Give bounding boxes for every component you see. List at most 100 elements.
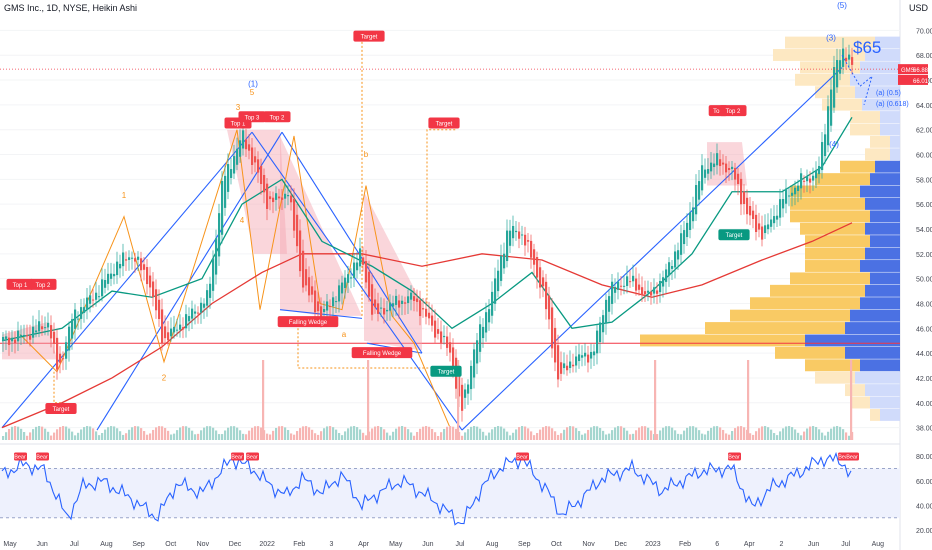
candle-body: [806, 175, 809, 182]
top-3-callout: [238, 111, 266, 123]
candle-body: [833, 67, 836, 108]
volume-bar: [662, 427, 665, 440]
volume-bar: [692, 426, 695, 440]
candle-body: [410, 292, 413, 300]
candle-body: [695, 185, 698, 215]
volume-bar: [506, 431, 509, 440]
volume-bar: [89, 426, 92, 440]
candle-body: [746, 197, 749, 215]
candle-body: [656, 290, 659, 294]
x-tick-label: Feb: [679, 541, 691, 548]
candle-body: [605, 299, 608, 324]
candle-body: [764, 225, 767, 234]
volume-bar: [836, 426, 839, 440]
candle-body: [392, 303, 395, 307]
volume-profile-up-bar: [865, 247, 900, 260]
volume-bar: [245, 434, 248, 440]
candle-body: [512, 225, 515, 239]
candle-body: [188, 316, 191, 322]
x-tick-label: Aug: [486, 541, 499, 548]
candle-body: [8, 337, 11, 345]
volume-bar: [719, 427, 722, 440]
candle-body: [848, 54, 851, 60]
callout-label: Target: [361, 35, 378, 41]
volume-bar: [308, 427, 311, 440]
candle-body: [419, 300, 422, 317]
volume-bar: [218, 434, 221, 440]
candle-body: [344, 277, 347, 288]
candle-body: [281, 197, 284, 200]
candle-body: [29, 335, 32, 340]
volume-profile-up-bar: [860, 297, 900, 310]
volume-bar: [647, 427, 650, 440]
candle-body: [362, 257, 365, 265]
volume-bar: [701, 433, 704, 440]
volume-bar: [32, 429, 35, 440]
volume-bar: [125, 433, 128, 440]
candle-body: [98, 296, 101, 298]
volume-bar: [296, 431, 299, 440]
volume-bar: [281, 426, 284, 440]
volume-bar: [35, 426, 38, 440]
volume-bar: [530, 431, 533, 440]
candle-body: [299, 230, 302, 272]
x-tick-label: Jun: [422, 541, 433, 548]
volume-spike: [850, 360, 853, 440]
callout-label: Top: [713, 109, 723, 115]
candle-body: [689, 212, 692, 230]
volume-bar: [404, 426, 407, 440]
candle-body: [107, 273, 110, 284]
wave-label: 4: [240, 216, 245, 225]
candle-body: [479, 324, 482, 352]
candle-body: [647, 290, 650, 293]
volume-bar: [656, 434, 659, 440]
volume-bar: [761, 426, 764, 440]
volume-bar: [440, 432, 443, 440]
candle-body: [413, 296, 416, 301]
volume-spike: [367, 360, 370, 440]
volume-bar: [191, 430, 194, 440]
last-price-symbol: GMS: [901, 68, 915, 74]
volume-bar: [677, 433, 680, 440]
volume-bar: [2, 436, 5, 440]
volume-bar: [446, 426, 449, 440]
volume-bar: [92, 428, 95, 440]
candle-body: [725, 163, 728, 173]
volume-bar: [830, 428, 833, 440]
candle-body: [524, 234, 527, 246]
candle-body: [128, 257, 131, 260]
volume-bar: [635, 430, 638, 440]
candle-body: [488, 309, 491, 323]
volume-profile-up-bar: [865, 384, 900, 397]
candle-body: [350, 277, 353, 279]
volume-bar: [248, 430, 251, 440]
volume-bar: [107, 427, 110, 440]
prev-price-tag: [898, 74, 928, 85]
candle-body: [389, 302, 392, 311]
volume-bar: [320, 431, 323, 440]
volume-bar: [173, 433, 176, 440]
candle-body: [140, 258, 143, 271]
callout-label: Top 1: [231, 122, 246, 128]
candle-body: [131, 257, 134, 259]
volume-bar: [239, 430, 242, 440]
volume-profile-down-bar: [770, 284, 865, 297]
candle-body: [812, 175, 815, 181]
y-tick-label: 52.00: [916, 252, 932, 259]
volume-bar: [398, 426, 401, 440]
candle-body: [290, 195, 293, 203]
volume-bar: [722, 429, 725, 440]
volume-bar: [104, 429, 107, 440]
candle-body: [293, 198, 296, 231]
volume-profile-down-bar: [795, 73, 850, 86]
volume-bar: [284, 427, 287, 440]
volume-bar: [680, 434, 683, 440]
moving-average-slow: [1, 222, 853, 429]
candle-body: [734, 167, 737, 180]
volume-profile-down-bar: [805, 235, 870, 248]
volume-bar: [548, 426, 551, 440]
candle-body: [767, 224, 770, 230]
volume-bar: [752, 434, 755, 440]
candle-body: [125, 259, 128, 261]
